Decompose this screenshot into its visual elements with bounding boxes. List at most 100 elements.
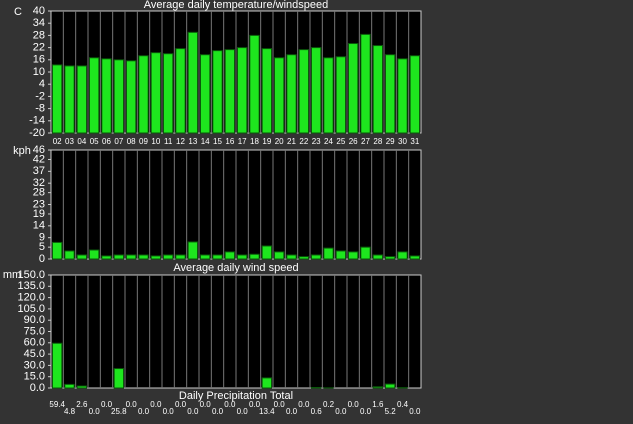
y-axis-unit: mm xyxy=(3,269,21,281)
y-tick-label: -20 xyxy=(29,127,45,139)
bar xyxy=(348,43,359,134)
bar xyxy=(385,54,396,134)
value-label: 0.0 xyxy=(360,407,372,416)
bar xyxy=(409,255,420,260)
y-tick-label: -14 xyxy=(29,115,45,127)
bar xyxy=(175,254,186,260)
x-tick-label: 31 xyxy=(410,137,419,146)
y-tick-label: 19 xyxy=(33,208,45,220)
y-axis-unit: C xyxy=(14,6,22,18)
bar xyxy=(76,65,87,134)
bar xyxy=(89,249,100,260)
bar xyxy=(323,247,334,260)
value-label: 0.0 xyxy=(200,400,212,409)
y-tick-label: 4 xyxy=(39,78,45,90)
x-tick-label: 27 xyxy=(361,137,370,146)
bar xyxy=(298,256,309,260)
y-tick-label: 30.0 xyxy=(24,359,45,371)
x-tick-label: 06 xyxy=(102,137,111,146)
bar xyxy=(212,50,223,134)
x-tick-label: 19 xyxy=(262,137,271,146)
y-tick-label: 0.0 xyxy=(30,382,45,394)
value-label: 0.0 xyxy=(335,407,347,416)
x-tick-label: 20 xyxy=(275,137,284,146)
bar xyxy=(52,342,63,389)
bar xyxy=(385,256,396,260)
x-tick-label: 11 xyxy=(164,137,173,146)
bar xyxy=(224,49,236,134)
bar xyxy=(372,45,383,134)
y-tick-label: 28 xyxy=(33,29,45,41)
y-tick-label: 32 xyxy=(33,177,45,189)
y-tick-label: 75.0 xyxy=(24,325,45,337)
bar xyxy=(385,383,396,389)
y-tick-label: 9 xyxy=(39,232,45,244)
value-label: 13.4 xyxy=(259,407,275,416)
bar xyxy=(286,254,297,260)
value-label: 59.4 xyxy=(49,400,65,409)
value-label: 25.8 xyxy=(111,407,127,416)
y-tick-label: 40 xyxy=(33,5,45,17)
bar xyxy=(76,254,87,260)
value-label: 0.0 xyxy=(163,407,175,416)
value-label: 0.0 xyxy=(150,400,162,409)
value-label: 0.0 xyxy=(89,407,101,416)
bar xyxy=(126,254,137,260)
x-tick-label: 13 xyxy=(188,137,197,146)
y-tick-label: 90.0 xyxy=(24,314,45,326)
bar xyxy=(372,386,383,389)
bar xyxy=(89,57,100,134)
value-label: 0.0 xyxy=(298,400,310,409)
bar xyxy=(113,59,124,134)
x-tick-label: 14 xyxy=(201,137,210,146)
value-label: 5.2 xyxy=(385,407,397,416)
bar xyxy=(249,253,260,260)
bar xyxy=(126,60,137,134)
bar xyxy=(237,254,248,260)
x-tick-label: 07 xyxy=(114,137,123,146)
x-tick-label: 10 xyxy=(151,137,160,146)
x-tick-label: 05 xyxy=(90,137,99,146)
bar xyxy=(249,34,260,134)
bar xyxy=(335,56,346,134)
bar xyxy=(163,254,174,260)
y-tick-label: 28 xyxy=(33,187,45,199)
y-tick-label: 105.0 xyxy=(17,303,45,315)
x-tick-label: 24 xyxy=(324,137,333,146)
bar xyxy=(335,250,346,260)
bar xyxy=(163,53,174,134)
bar xyxy=(323,57,334,134)
bar xyxy=(274,57,285,134)
bar xyxy=(200,54,211,134)
value-label: 0.0 xyxy=(212,407,224,416)
x-tick-label: 03 xyxy=(65,137,74,146)
bar xyxy=(372,254,383,260)
x-tick-label: 08 xyxy=(127,137,136,146)
bar xyxy=(187,241,199,260)
bar xyxy=(397,251,408,260)
y-tick-label: 23 xyxy=(33,198,45,210)
value-label: 0.6 xyxy=(311,407,323,416)
value-label: 1.6 xyxy=(372,400,384,409)
bar xyxy=(52,64,63,134)
value-label: 0.4 xyxy=(397,400,409,409)
bar xyxy=(52,241,63,260)
y-tick-label: 34 xyxy=(33,17,45,29)
value-label: 4.8 xyxy=(64,407,76,416)
x-tick-label: 21 xyxy=(287,137,296,146)
y-tick-label: 135.0 xyxy=(17,280,45,292)
bar xyxy=(311,47,322,134)
y-tick-label: 60.0 xyxy=(24,337,45,349)
bar xyxy=(175,48,186,134)
y-tick-label: -2 xyxy=(35,90,45,102)
y-tick-label: 37 xyxy=(33,165,45,177)
bar xyxy=(261,48,272,134)
value-label: 0.0 xyxy=(409,407,421,416)
y-tick-label: 10 xyxy=(33,66,45,78)
y-axis-unit: kph xyxy=(13,145,31,157)
y-tick-label: 0 xyxy=(39,253,45,265)
y-tick-label: 14 xyxy=(33,220,45,232)
y-tick-label: 150.0 xyxy=(17,269,45,281)
